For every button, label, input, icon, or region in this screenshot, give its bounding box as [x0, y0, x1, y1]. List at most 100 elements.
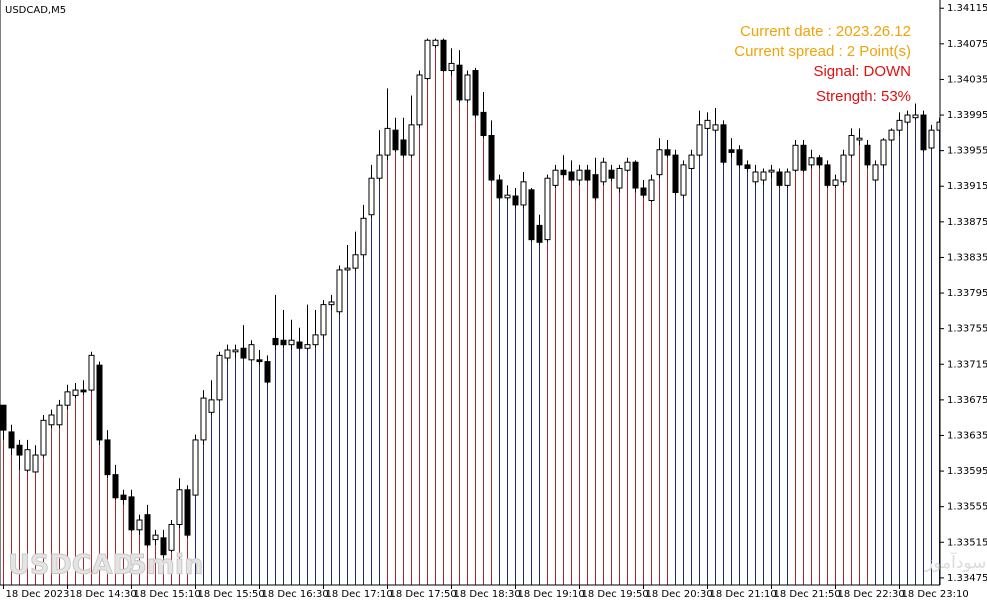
candle-body [40, 419, 47, 456]
candle-body [240, 347, 247, 359]
candle-body [592, 174, 599, 199]
candle-body [832, 179, 839, 186]
y-tick-label: 1.33795 [947, 288, 987, 299]
candle-body [648, 179, 655, 201]
candle-body [616, 167, 623, 189]
x-tick-label: 18 Dec 16:30 [262, 589, 329, 600]
candle-body [64, 391, 71, 406]
candle-body [128, 496, 135, 531]
candle-body [32, 454, 39, 473]
candle-body [560, 169, 567, 176]
candle-body [440, 39, 447, 72]
info-text: Current spread : 2 Point(s) [734, 43, 911, 60]
x-tick-label: 18 Dec 22:30 [838, 589, 905, 600]
watermark-site: انتشار در سایت سودآموز [924, 551, 987, 573]
candle-body [656, 149, 663, 176]
y-tick-label: 1.33995 [947, 110, 987, 121]
candle-body [496, 179, 503, 199]
candle-body [896, 119, 903, 131]
candle-body [792, 144, 799, 171]
candle-body [568, 171, 575, 181]
candle-body [400, 139, 407, 156]
candle-body [816, 157, 823, 166]
y-tick-label: 1.33555 [947, 502, 987, 513]
candle-body [504, 194, 511, 199]
candle-body [176, 489, 183, 525]
candle-body [432, 39, 439, 47]
candle-body [528, 189, 535, 241]
candle-body [808, 157, 815, 166]
candle-body [56, 404, 63, 426]
candle-body [264, 361, 271, 383]
candle-body [800, 144, 807, 171]
candle-body [304, 344, 311, 349]
candle-body [280, 339, 287, 346]
x-tick-label: 18 Dec 21:50 [774, 589, 841, 600]
info-text: Signal: DOWN [813, 63, 911, 80]
candle-body [552, 169, 559, 186]
candle-body [360, 217, 367, 256]
candle-body [256, 359, 263, 363]
candle-body [688, 154, 695, 169]
candle-body [840, 154, 847, 183]
candle-body [88, 354, 95, 391]
x-tick-label: 18 Dec 17:50 [390, 589, 457, 600]
candle-body [848, 135, 855, 156]
candle-body [536, 224, 543, 243]
y-tick-label: 1.33515 [947, 537, 987, 548]
y-tick-label: 1.34075 [947, 39, 987, 50]
candle-body [184, 489, 191, 536]
candle-body [208, 399, 215, 413]
candle-body [776, 171, 783, 186]
candle-body [872, 164, 879, 181]
candle-body [752, 171, 759, 183]
candle-body [16, 444, 23, 456]
watermark-period: 5min [128, 550, 203, 581]
candle-body [544, 177, 551, 241]
candle-body [664, 149, 671, 156]
candle-body [520, 181, 527, 206]
candle-body [232, 349, 239, 353]
x-tick-label: 18 Dec 23:10 [902, 589, 969, 600]
y-tick-label: 1.33595 [947, 466, 987, 477]
y-tick-label: 1.34115 [947, 3, 987, 14]
candle-body [24, 449, 31, 471]
candle-body [704, 119, 711, 129]
candle-body [224, 349, 231, 359]
candle-body [288, 339, 295, 346]
y-tick-label: 1.33875 [947, 217, 987, 228]
x-tick-label: 18 Dec 15:50 [198, 589, 265, 600]
candle-body [424, 39, 431, 80]
candle-body [80, 389, 87, 393]
candle-body [768, 169, 775, 173]
info-text: Current date : 2023.26.12 [740, 23, 911, 40]
candle-body [488, 135, 495, 181]
candle-body [624, 161, 631, 171]
candle-body [608, 169, 615, 179]
candle-body [448, 62, 455, 72]
candle-body [248, 344, 255, 361]
x-tick-label: 18 Dec 19:50 [582, 589, 649, 600]
candle-body [824, 164, 831, 186]
candle-body [912, 114, 919, 119]
candle-body [144, 514, 151, 546]
candle-body [48, 414, 55, 426]
y-tick-label: 1.33475 [947, 573, 987, 584]
y-tick-label: 1.33715 [947, 359, 987, 370]
x-tick-label: 18 Dec 15:10 [134, 589, 201, 600]
candle-body [312, 334, 319, 346]
candle-body [416, 74, 423, 126]
candle-body [120, 494, 127, 501]
histogram [3, 48, 940, 585]
candle-body [320, 304, 327, 336]
y-tick-label: 1.33915 [947, 181, 987, 192]
x-tick-label: 18 Dec 19:10 [518, 589, 585, 600]
candle-body [864, 144, 871, 166]
candle-body [168, 523, 175, 551]
candle-body [632, 161, 639, 189]
x-tick-label: 18 Dec 18:30 [454, 589, 521, 600]
candle-body [480, 111, 487, 137]
candle-body [464, 74, 471, 101]
candle-body [856, 137, 863, 141]
